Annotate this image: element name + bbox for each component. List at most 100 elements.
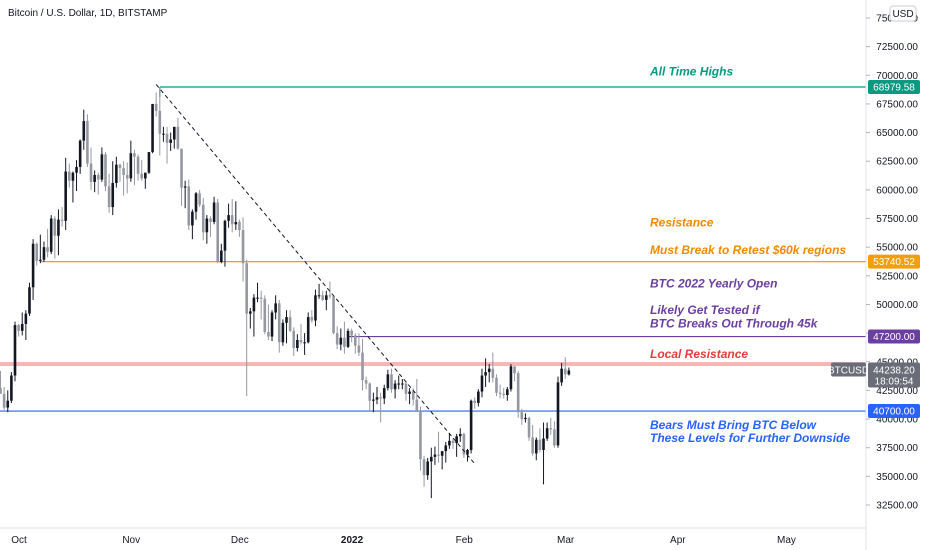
candle bbox=[473, 397, 477, 409]
candle bbox=[249, 307, 252, 329]
candle bbox=[169, 132, 172, 151]
candle bbox=[212, 196, 216, 225]
candle-body bbox=[227, 215, 230, 221]
candle bbox=[6, 390, 10, 413]
candle-body bbox=[238, 221, 241, 230]
candle-body bbox=[357, 345, 361, 353]
y-tick-label: 62500.00 bbox=[876, 157, 918, 168]
candle bbox=[303, 333, 306, 355]
candle-body bbox=[201, 204, 205, 233]
candle-body bbox=[154, 103, 158, 111]
candle bbox=[306, 312, 310, 344]
candle-body bbox=[480, 375, 484, 392]
candle bbox=[513, 366, 516, 382]
candle bbox=[386, 369, 390, 391]
candle bbox=[477, 389, 480, 407]
candle-body bbox=[6, 400, 10, 408]
annotation-text: All Time Highs bbox=[649, 64, 733, 78]
candle-body bbox=[444, 445, 448, 452]
candle-body bbox=[390, 374, 393, 390]
descending-trendline[interactable] bbox=[155, 84, 476, 465]
y-tick-label: 60000.00 bbox=[876, 185, 918, 196]
candle bbox=[86, 114, 89, 167]
candle bbox=[209, 216, 212, 237]
candle bbox=[125, 162, 129, 194]
candle-body bbox=[245, 263, 248, 314]
candle-body bbox=[194, 193, 198, 212]
candle bbox=[310, 310, 314, 323]
candle bbox=[49, 215, 53, 255]
candle bbox=[220, 243, 223, 264]
candle bbox=[35, 242, 39, 266]
x-tick-label: Nov bbox=[122, 535, 140, 546]
candle-body bbox=[361, 352, 364, 381]
candle-body bbox=[567, 370, 571, 375]
trend-layer[interactable] bbox=[155, 84, 476, 465]
candle bbox=[78, 139, 82, 174]
candle bbox=[31, 239, 35, 300]
candle bbox=[462, 432, 466, 459]
candle-body bbox=[527, 417, 531, 438]
candle bbox=[382, 384, 386, 405]
candle-body bbox=[455, 436, 458, 444]
resistance-price-tag bbox=[868, 254, 920, 269]
candle bbox=[158, 86, 162, 156]
candle bbox=[122, 161, 125, 196]
candle bbox=[361, 338, 364, 391]
candle bbox=[154, 92, 158, 117]
candle-body bbox=[448, 440, 451, 446]
last-price-tag bbox=[868, 362, 920, 388]
candle bbox=[104, 152, 107, 192]
yearly-open-price-tag bbox=[868, 329, 920, 344]
candle-body bbox=[534, 439, 538, 454]
candle bbox=[100, 147, 104, 182]
candle-body bbox=[191, 211, 194, 226]
candle bbox=[372, 392, 375, 413]
candle bbox=[216, 199, 220, 264]
candle-layer bbox=[0, 86, 571, 499]
candle bbox=[13, 321, 17, 382]
candle-body bbox=[466, 449, 469, 455]
candle-body bbox=[393, 383, 397, 390]
candle-body bbox=[46, 247, 49, 252]
candle-body bbox=[379, 397, 382, 399]
candle bbox=[332, 296, 335, 335]
candle-body bbox=[430, 456, 433, 462]
candle bbox=[259, 290, 263, 320]
candle bbox=[133, 149, 136, 186]
candle bbox=[205, 215, 209, 244]
candle-body bbox=[53, 218, 57, 236]
candle-body bbox=[230, 215, 234, 225]
candle bbox=[549, 417, 553, 436]
candle bbox=[484, 358, 487, 387]
candle bbox=[426, 458, 429, 480]
annotation-text: Bears Must Bring BTC Below bbox=[650, 418, 817, 432]
x-tick-label: Oct bbox=[11, 535, 27, 546]
candle-body bbox=[35, 243, 39, 261]
candle-body bbox=[458, 433, 462, 437]
candle-body bbox=[502, 393, 505, 395]
candle-body bbox=[263, 298, 267, 332]
candle-body bbox=[303, 342, 306, 344]
annotation-text: BTC 2022 Yearly Open bbox=[650, 276, 777, 290]
candle-body bbox=[495, 377, 498, 393]
currency-badge[interactable] bbox=[889, 5, 917, 22]
candle bbox=[89, 147, 93, 190]
candle bbox=[151, 103, 154, 154]
candle-body bbox=[100, 154, 104, 180]
candle bbox=[430, 447, 433, 499]
candle-body bbox=[118, 164, 122, 169]
candle bbox=[111, 161, 115, 216]
candle bbox=[524, 413, 527, 423]
candle-body bbox=[339, 337, 343, 345]
candle-body bbox=[520, 412, 524, 420]
candle-body bbox=[335, 333, 339, 345]
symbol-tag bbox=[831, 362, 866, 377]
candle bbox=[328, 281, 332, 299]
x-tick-label: Dec bbox=[231, 535, 249, 546]
level-layer bbox=[0, 86, 866, 412]
candle bbox=[357, 333, 361, 357]
candle-body bbox=[144, 172, 147, 179]
candle bbox=[556, 376, 560, 448]
